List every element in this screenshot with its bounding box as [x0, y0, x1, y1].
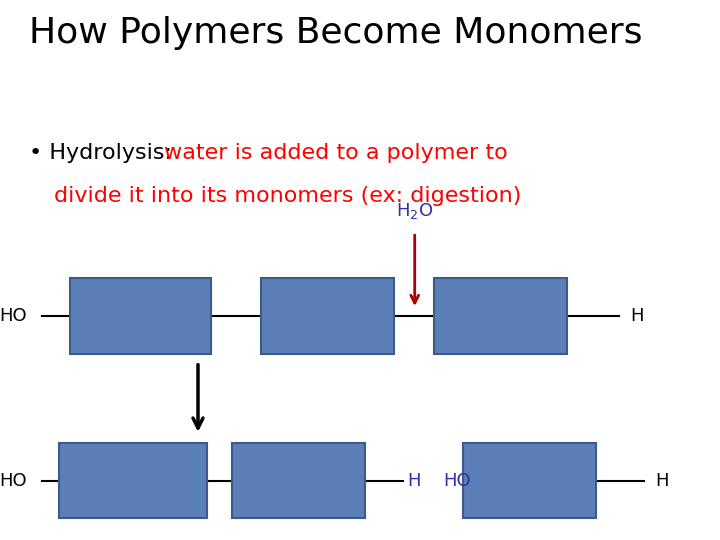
Text: HO: HO: [444, 471, 471, 490]
Text: How Polymers Become Monomers: How Polymers Become Monomers: [29, 16, 642, 50]
Bar: [60, 443, 207, 518]
Text: H: H: [407, 471, 420, 490]
Text: H: H: [655, 471, 669, 490]
Text: HO: HO: [0, 307, 27, 325]
Text: divide it into its monomers (ex: digestion): divide it into its monomers (ex: digesti…: [54, 186, 521, 206]
Bar: [71, 278, 210, 354]
Bar: [232, 443, 366, 518]
Text: HO: HO: [0, 471, 27, 490]
Text: H$_2$O: H$_2$O: [396, 201, 433, 221]
Text: • Hydrolysis:: • Hydrolysis:: [29, 143, 179, 163]
Bar: [261, 278, 395, 354]
Bar: [462, 443, 596, 518]
Bar: [433, 278, 567, 354]
Text: H: H: [630, 307, 644, 325]
Text: water is added to a polymer to: water is added to a polymer to: [164, 143, 508, 163]
